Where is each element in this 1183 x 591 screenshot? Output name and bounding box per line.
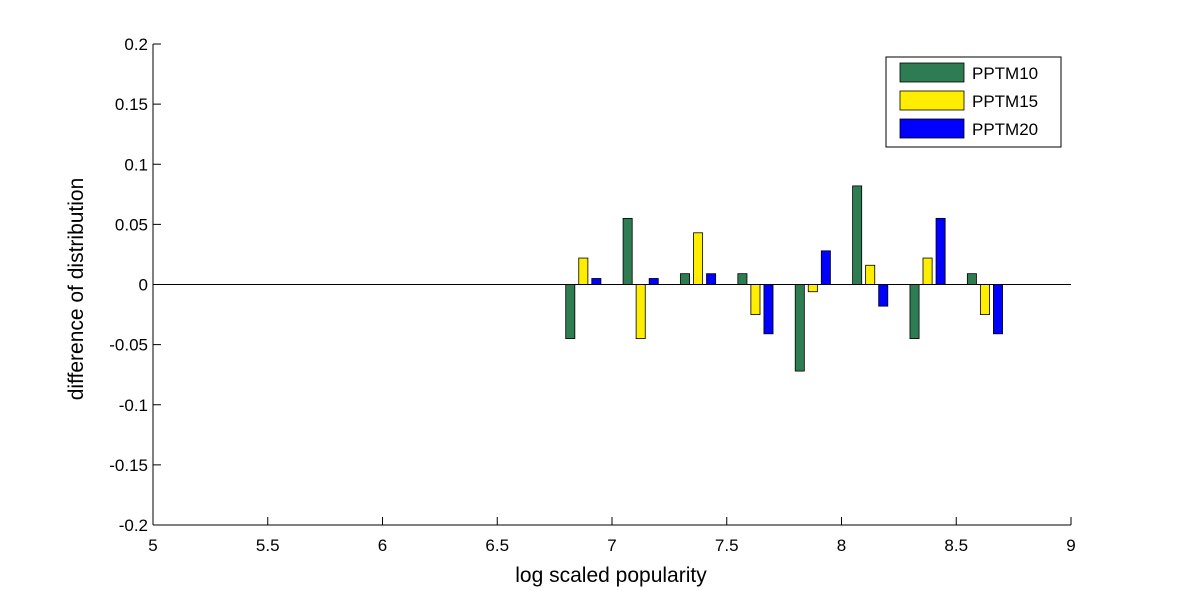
bar-pptm20-5 [878,284,889,307]
y-tick-label: 0 [139,276,148,295]
bar-pptm15-1 [635,284,646,340]
bar-pptm10-5 [852,185,863,285]
bar-pptm10-3 [737,273,748,285]
x-tick-label: 6 [378,536,387,555]
bar-pptm15-5 [865,264,876,285]
bar-pptm15-4 [807,284,818,293]
bar-pptm20-1 [648,278,659,285]
y-tick-label: 0.15 [115,95,148,114]
y-tick-labels: 0.2 0.15 0.1 0.05 0 -0.05 -0.1 -0.15 -0.2 [109,35,148,535]
y-tick-label: -0.1 [119,396,148,415]
bar-pptm10-7 [966,273,977,285]
bar-pptm10-1 [622,217,633,285]
bar-pptm20-0 [591,278,602,285]
bar-pptm10-6 [909,284,920,340]
legend-swatch-pptm15 [899,90,965,111]
y-axis-label: difference of distribution [65,178,88,401]
x-tick-label: 8.5 [944,536,968,555]
y-tick-label: 0.1 [124,155,148,174]
bar-pptm20-7 [993,284,1003,335]
y-tick-label: -0.15 [109,456,148,475]
x-tick-label: 5.5 [256,536,280,555]
bar-pptm10-4 [794,284,805,372]
legend-label-pptm10: PPTM10 [972,64,1038,83]
bars [565,185,1003,372]
bar-pptm15-6 [922,257,933,285]
bar-pptm20-4 [820,250,831,285]
axes [152,43,1072,526]
x-tick-label: 5 [148,536,157,555]
x-tick-label: 7.5 [715,536,739,555]
bar-pptm15-7 [979,284,990,315]
x-tick-label: 7 [607,536,616,555]
y-tick-label: -0.2 [119,516,148,535]
bar-pptm15-0 [578,257,589,285]
bar-pptm20-2 [706,273,717,285]
bar-pptm10-0 [565,284,576,340]
legend-label-pptm15: PPTM15 [972,92,1038,111]
y-tick-label: 0.05 [115,215,148,234]
legend-swatch-pptm10 [899,62,965,83]
x-tick-label: 9 [1066,536,1075,555]
x-tick-labels: 5 5.5 6 6.5 7 7.5 8 8.5 9 [148,536,1075,555]
x-tick-label: 6.5 [485,536,509,555]
legend-swatch-pptm20 [899,118,965,139]
y-tick-label: 0.2 [124,35,148,54]
y-tick-label: -0.05 [109,336,148,355]
bar-pptm15-3 [750,284,761,315]
bar-pptm20-3 [763,284,774,335]
bar-pptm20-6 [935,217,946,285]
legend: PPTM10 PPTM15 PPTM20 [885,56,1062,148]
legend-label-pptm20: PPTM20 [972,120,1038,139]
bar-pptm10-2 [680,273,690,285]
x-axis-label: log scaled popularity [515,564,707,587]
x-tick-label: 8 [837,536,846,555]
bar-pptm15-2 [693,232,704,285]
